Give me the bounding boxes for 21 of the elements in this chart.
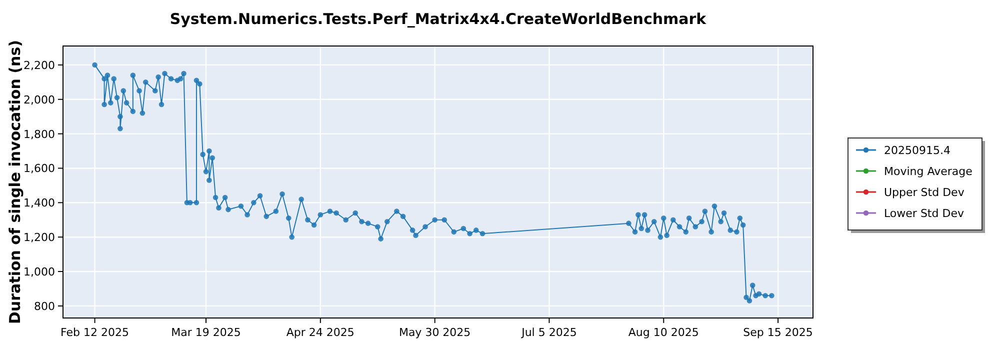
x-tick-label: Jul 5 2025 (520, 326, 577, 339)
chart-title: System.Numerics.Tests.Perf_Matrix4x4.CreateWorldBenchmark (170, 10, 708, 28)
legend-label: Upper Std Dev (884, 186, 965, 199)
x-tick-label: May 30 2025 (398, 326, 471, 339)
y-tick-label: 1,600 (24, 162, 55, 176)
x-tick-label: Aug 10 2025 (628, 326, 699, 339)
x-tick-label: Mar 19 2025 (171, 326, 241, 339)
legend-label: Lower Std Dev (884, 207, 964, 220)
y-tick-label: 800 (34, 300, 55, 313)
y-tick-label: 1,400 (24, 196, 55, 210)
y-tick-label: 1,200 (24, 231, 55, 244)
legend-label: 20250915.4 (884, 144, 950, 157)
x-tick-label: Feb 12 2025 (60, 326, 130, 339)
y-axis-title: Duration of single invocation (ns) (6, 40, 24, 324)
y-tick-label: 2,000 (24, 93, 55, 106)
y-tick-label: 2,200 (24, 58, 55, 72)
y-tick-label: 1,000 (24, 266, 55, 279)
y-tick-label: 1,800 (24, 128, 55, 141)
x-tick-label: Apr 24 2025 (286, 326, 354, 339)
legend-label: Moving Average (884, 165, 973, 178)
x-tick-label: Sep 15 2025 (743, 326, 813, 339)
